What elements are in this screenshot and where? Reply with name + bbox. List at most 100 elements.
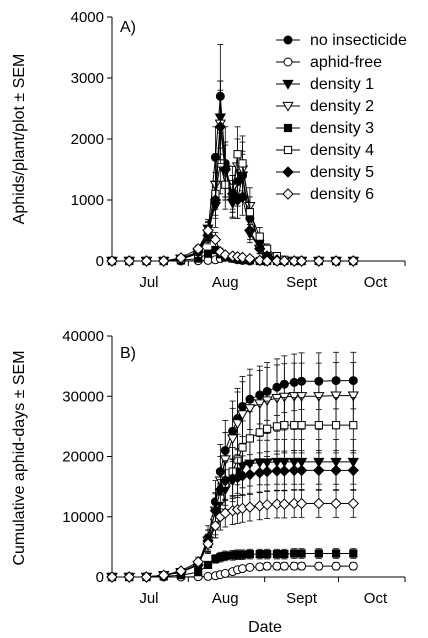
legend-label: density 4 [310,142,374,159]
panel-a-data-point [123,255,135,267]
panel-a-x-tick-label: Sept [286,274,318,291]
panel-a-data-point [219,249,231,261]
panel-a-data-point [244,224,256,237]
panel-b-y-tick-label: 0 [96,569,104,586]
legend-marker [283,35,293,45]
panel-b-series-density-3 [107,548,358,582]
panel-a-data-point [295,255,308,267]
panel-b-data-point [244,468,256,481]
panel-a-data-point [209,233,222,246]
legend-label: density 5 [310,164,374,181]
panel-a-data-point [271,255,283,267]
panel-a-data-point [219,163,231,176]
panel-a-legend: no insecticide aphid-free density 1 density… [276,32,407,203]
panel-b-y-axis-label: Cumulative aphid-days ± SEM [11,350,28,565]
panel-a-data-point [157,255,170,267]
panel-a-series-density-6 [106,220,360,267]
panel-b-data-point [347,497,360,510]
legend-label: density 3 [310,120,374,137]
panel-b-data-point [220,568,230,578]
panel-b-y-tick-label: 10000 [62,509,104,526]
panel-a-y-tick-label: 2000 [71,131,104,148]
panel-b-data-point [313,464,325,477]
panel-a-data-point [244,252,256,265]
legend-item-no-insecticide: no insecticide [276,32,407,49]
panel-b-data-point [214,483,227,496]
panel-b-data-point [271,465,283,477]
legend-label: aphid-free [310,54,382,71]
panel-b-data-point [347,464,360,477]
panel-b-data-point [297,561,307,571]
panel-b-x-tick-label: Oct [364,590,388,607]
panel-a-data-point [347,255,360,267]
panel-b-data-point [314,561,324,571]
panel-b-y-tick-label: 30000 [62,388,104,405]
panel-b-data-point [244,501,256,513]
panel-b-data-point [297,549,306,558]
panel-b-data-point [140,571,153,583]
panel-a-data-point [254,243,266,255]
panel-b-data-point [245,550,254,559]
panel-b-data-point [157,569,170,581]
panel-b-data-point [295,497,308,510]
legend-marker [283,145,293,155]
panel-b-data-point [255,428,264,437]
legend-marker [283,123,293,133]
panel-a-data-point [209,194,222,206]
panel-b-data-point [238,550,247,559]
legend-marker [283,57,293,67]
panel-b-data-point [313,392,325,403]
panel-b-data-point [330,391,342,402]
panel-a-y-axis-label: Aphids/plant/plot ± SEM [11,54,28,225]
panel-b-data-point [231,419,244,430]
panel-b-data-point [331,549,341,558]
panel-b-data-point [280,550,289,559]
legend-marker [282,166,294,178]
panel-a-data-point [140,255,153,267]
panel-b-data-point [261,498,273,511]
panel-a-y-tick-label: 3000 [71,70,104,87]
panel-b-data-point [349,549,358,558]
panel-b-data-point [244,404,256,415]
panel-a-data-point [175,252,187,264]
panel-a-x-tick-label: Aug [212,274,239,291]
panel-b-data-point [313,497,325,510]
panel-b-data-point [278,465,291,477]
x-axis-label: Date [248,619,282,636]
panel-b-data-point [278,498,291,510]
panel-b-series-density-6 [106,489,360,583]
panel-b-data-point [255,550,264,559]
panel-a-data-point [203,249,213,258]
panel-b-data-point [262,561,272,571]
panel-a-data-point [202,224,214,237]
panel-a-data-point [226,188,239,200]
legend-label: density 2 [310,98,374,115]
panel-b-data-point [331,421,341,430]
panel-b-data-point [221,551,230,561]
panel-b-y-tick-label: 20000 [62,449,104,466]
panel-a-data-point [236,191,249,203]
panel-b-data-point [347,391,359,402]
legend-item-density-2: density 2 [276,98,374,115]
panel-b-data-point [290,421,299,430]
panel-a-data-point [214,121,227,133]
panel-a-data-point [278,255,291,267]
panel-a-data-point [261,255,273,267]
legend-label: density 6 [310,186,374,203]
panel-b-data-point [289,561,299,571]
panel-b-data-point [245,562,255,572]
panel-b-data-point [175,565,187,577]
legend-marker [282,79,294,90]
panel-b-data-point [203,560,213,570]
panel-a-data-point [192,243,204,255]
legend-label: no insecticide [310,32,407,49]
panel-a-data-point [238,159,247,168]
panel-a-data-point [330,255,342,267]
legend-item-density-1: density 1 [276,76,374,93]
panel-b: B) Cumulative aphid-days ± SEM 0 10000 200… [11,328,406,607]
panel-a-data-point [245,208,254,217]
panel-b-data-point [288,464,300,477]
panel-a-data-point [255,232,264,241]
panel-a-x-tick-label: Jul [139,274,158,291]
